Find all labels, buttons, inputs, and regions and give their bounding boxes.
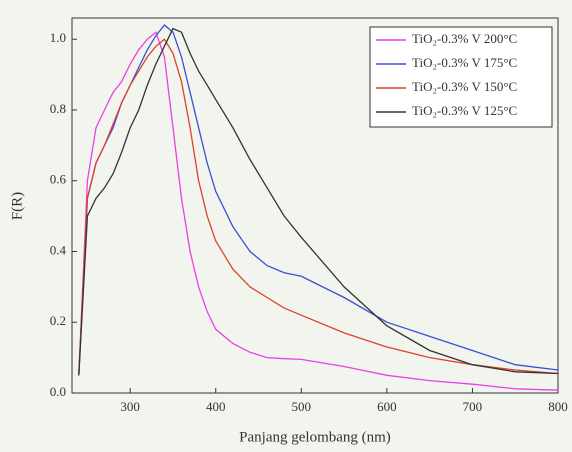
y-tick-label: 0.6 (50, 172, 67, 187)
legend-label: TiO₂-0.3% V 200°C (412, 31, 517, 46)
legend-label: TiO₂-0.3% V 125°C (412, 103, 517, 118)
y-axis-label: F(R) (9, 192, 25, 220)
legend-label: TiO₂-0.3% V 150°C (412, 79, 517, 94)
legend-box (369, 26, 553, 128)
x-tick-label: 600 (377, 399, 397, 414)
series-line (78, 24, 559, 376)
x-axis-label: Panjang gelombang (nm) (239, 429, 391, 445)
series-line (78, 38, 559, 376)
y-tick-label: 0.0 (50, 384, 66, 399)
y-tick-label: 1.0 (50, 30, 66, 45)
y-tick-label: 0.8 (50, 101, 66, 116)
y-tick-label: 0.4 (50, 242, 67, 257)
x-tick-label: 800 (548, 399, 568, 414)
x-tick-label: 500 (292, 399, 312, 414)
series-line (78, 31, 559, 391)
x-tick-label: 400 (206, 399, 226, 414)
x-tick-label: 700 (463, 399, 483, 414)
series-line (78, 27, 559, 376)
x-tick-label: 300 (120, 399, 140, 414)
plot-frame (71, 17, 559, 394)
y-tick-label: 0.2 (50, 313, 66, 328)
legend-label: TiO₂-0.3% V 175°C (412, 55, 517, 70)
